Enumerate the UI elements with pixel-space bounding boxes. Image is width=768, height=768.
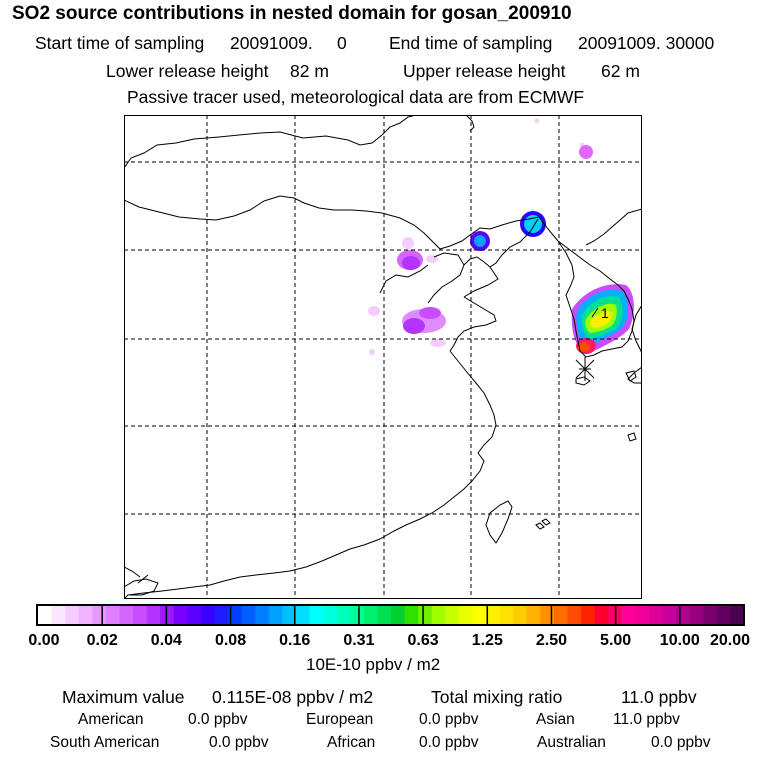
region-value: 0.0 ppbv [188, 711, 248, 728]
colorbar-cell [350, 606, 365, 624]
region-name: European [306, 711, 374, 728]
lat-lon-grid [124, 115, 642, 599]
colorbar-cell [65, 606, 80, 624]
end-time-label: End time of sampling [389, 33, 553, 53]
colorbar [36, 604, 745, 626]
colorbar-cell [662, 606, 677, 624]
colorbar-cell [391, 606, 406, 624]
map-background [124, 115, 642, 599]
colorbar-cell [458, 606, 474, 624]
map-frame [124, 115, 642, 599]
upper-release-value: 62 m [601, 61, 640, 81]
region-name: Australian [537, 734, 606, 751]
colorbar-tick-label: 0.00 [28, 632, 60, 649]
concentration-field [368, 119, 634, 355]
colorbar-cell [309, 606, 324, 624]
colorbar-cell [214, 606, 229, 624]
region-name: African [327, 734, 376, 751]
colorbar-cell [716, 606, 732, 624]
colorbar-cell [119, 606, 134, 624]
colorbar-tick-label: 5.00 [600, 632, 632, 649]
region-value: 0.0 ppbv [419, 711, 479, 728]
colorbar-cell [268, 606, 283, 624]
colorbar-tick-label: 0.31 [343, 632, 375, 649]
max-value: 0.115E-08 ppbv / m2 [212, 687, 374, 707]
colorbar-tick-label: 0.08 [214, 632, 247, 649]
colorbar-cell [336, 606, 351, 624]
colorbar-tick-label: 2.50 [535, 632, 568, 649]
colorbar-cell [38, 606, 53, 624]
colorbar-cell [635, 606, 650, 624]
colorbar-cell [513, 606, 528, 624]
colorbar-cell [241, 606, 256, 624]
colorbar-cell [363, 606, 379, 624]
colorbar-cell [730, 606, 745, 624]
colorbar-cell [187, 606, 202, 624]
lower-release-label: Lower release height [106, 61, 269, 81]
colorbar-cell [255, 606, 270, 624]
colorbar-cell [78, 606, 93, 624]
region-value: 0.0 ppbv [419, 734, 479, 751]
region-name: Asian [536, 711, 575, 728]
colorbar-cell [51, 606, 66, 624]
colorbar-tick-label: 0.16 [279, 632, 311, 649]
colorbar-tick-label: 20.00 [709, 632, 751, 649]
start-time-label: Start time of sampling [35, 33, 205, 53]
colorbar-cell [621, 606, 636, 624]
colorbar-cell [486, 606, 501, 624]
colorbar-tick-label: 1.25 [471, 632, 503, 649]
colorbar-cell [173, 606, 188, 624]
colorbar-cell [228, 606, 243, 624]
colorbar-cell [323, 606, 338, 624]
colorbar-cell [499, 606, 514, 624]
colorbar-tick-label: 10.00 [659, 632, 700, 649]
region-value: 11.0 ppbv [613, 711, 680, 728]
region-name: American [78, 711, 144, 728]
upper-release-label: Upper release height [403, 61, 566, 81]
lower-release-value: 82 m [290, 61, 329, 81]
colorbar-cell [553, 606, 569, 624]
end-time-value: 20091009. 30000 [578, 33, 715, 53]
colorbar-cell [295, 606, 311, 624]
plot-title: SO2 source contributions in nested domai… [12, 3, 572, 24]
colorbar-tick-label: 0.63 [407, 632, 439, 649]
colorbar-cell [581, 606, 596, 624]
colorbar-cell [282, 606, 297, 624]
colorbar-cell [200, 606, 216, 624]
colorbar-tick-label: 0.04 [150, 632, 182, 649]
peak-marker-label: 1 [601, 305, 609, 321]
colorbar-cell [526, 606, 541, 624]
colorbar-cell [472, 606, 487, 624]
colorbar-cell [703, 606, 718, 624]
colorbar-cell [567, 606, 582, 624]
colorbar-cell [540, 606, 555, 624]
total-mixing-label: Total mixing ratio [431, 687, 563, 707]
colorbar-cell [431, 606, 446, 624]
colorbar-cell [418, 606, 433, 624]
colorbar-cell [404, 606, 419, 624]
colorbar-cell [377, 606, 392, 624]
max-value-label: Maximum value [62, 687, 185, 707]
colorbar-cell [146, 606, 161, 624]
colorbar-cell [676, 606, 691, 624]
region-value: 0.0 ppbv [209, 734, 269, 751]
colorbar-tick-label: 0.02 [86, 632, 118, 649]
total-mixing-value: 11.0 ppbv [621, 687, 697, 707]
tracer-note: Passive tracer used, meteorological data… [127, 87, 585, 107]
region-value: 0.0 ppbv [651, 734, 711, 751]
colorbar-cell [133, 606, 148, 624]
colorbar-unit: 10E-10 ppbv / m2 [306, 655, 441, 674]
colorbar-cell [689, 606, 704, 624]
coastlines [124, 115, 642, 599]
receptor-marker-icon [575, 357, 595, 381]
region-name: South American [50, 734, 160, 751]
colorbar-cell [648, 606, 664, 624]
start-time-value: 20091009. 0 [230, 33, 347, 53]
colorbar-cell [92, 606, 107, 624]
colorbar-cell [160, 606, 175, 624]
colorbar-cell [445, 606, 460, 624]
colorbar-cell [105, 606, 121, 624]
map-panel: 1 [124, 115, 642, 599]
colorbar-cell [594, 606, 609, 624]
